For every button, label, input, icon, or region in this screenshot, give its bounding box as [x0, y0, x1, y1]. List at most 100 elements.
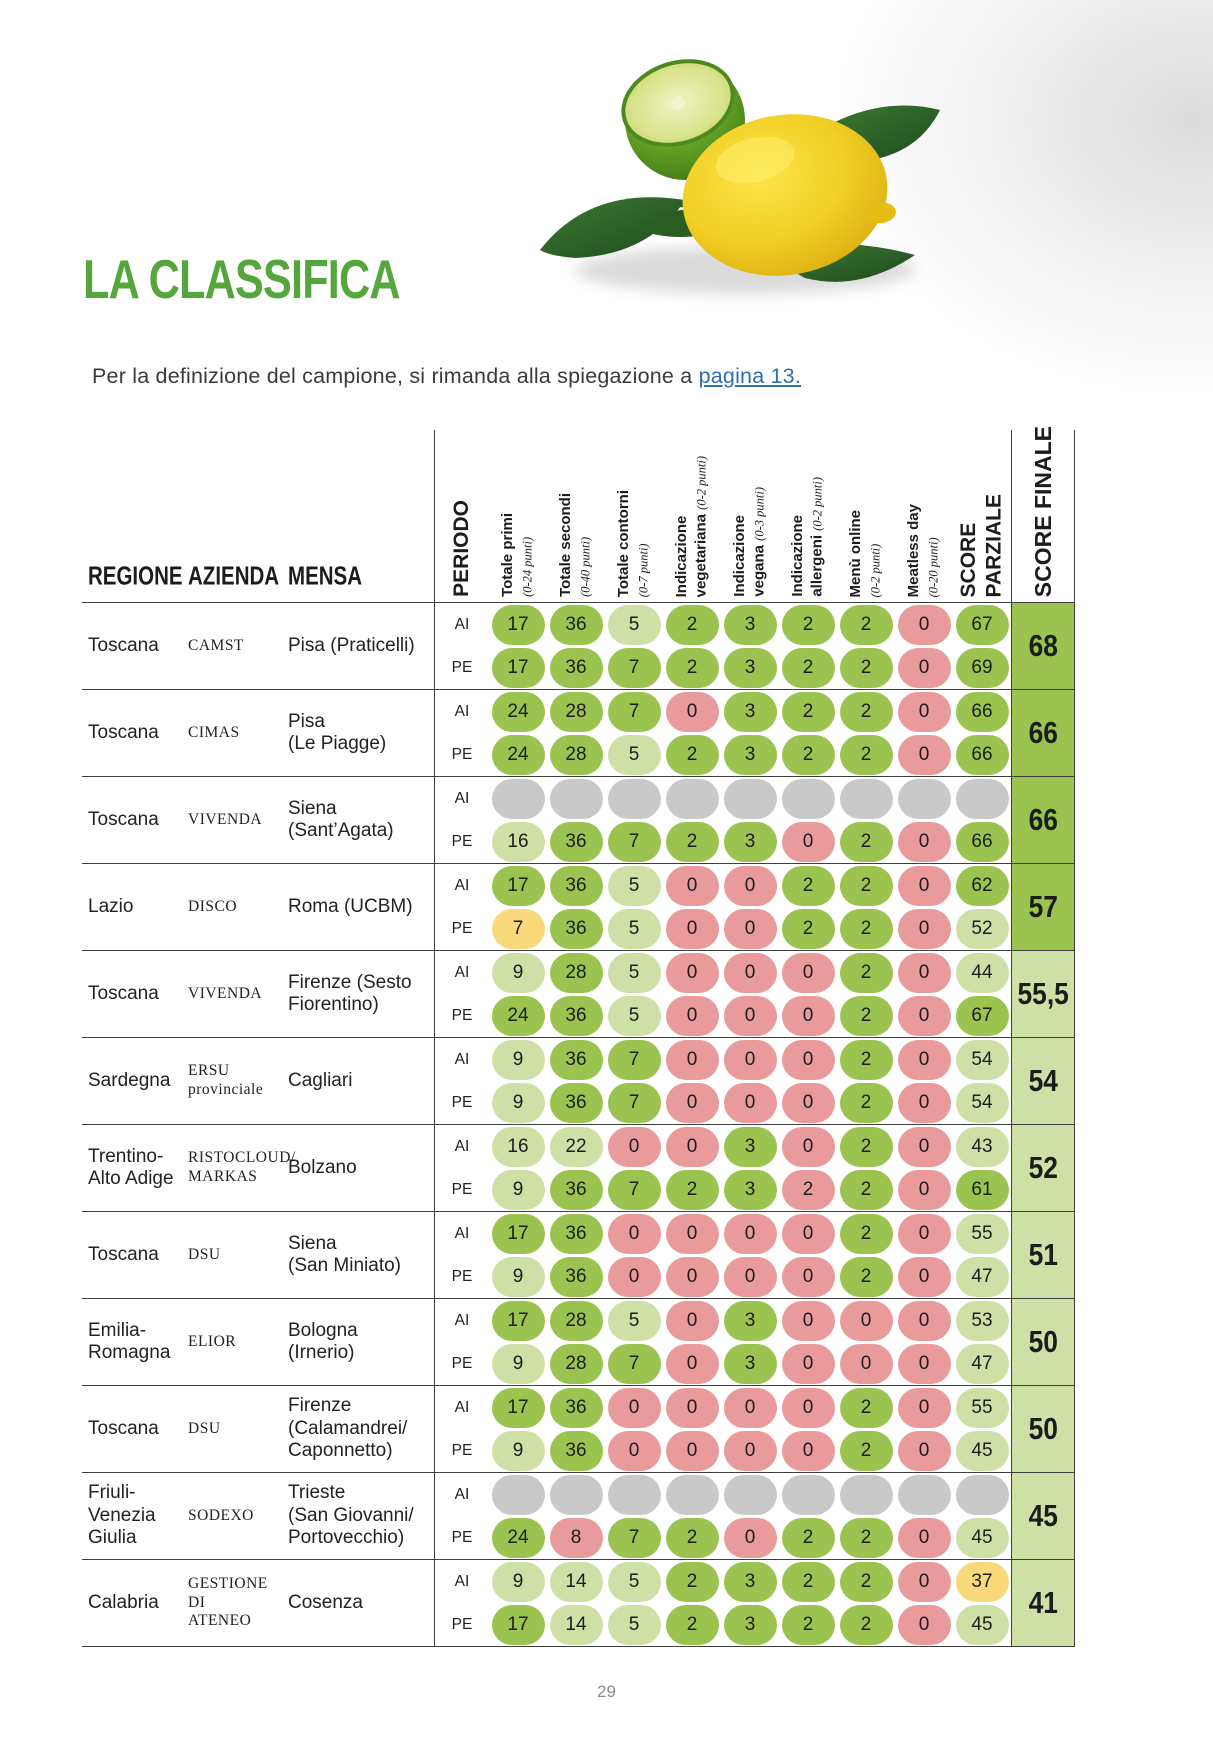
pagina-13-link[interactable]: pagina 13.	[698, 364, 802, 388]
regione-text: Calabria	[88, 1591, 159, 1613]
score-cell: 0	[895, 995, 953, 1036]
mensa-row: Toscana CAMST Pisa (Praticelli) AI PE 17 36 5 2 3…	[82, 603, 1075, 690]
score-cell	[721, 778, 779, 819]
score-cell: 0	[895, 1300, 953, 1341]
score-cell: 2	[837, 1039, 895, 1080]
azienda-text: GESTIONE DI ATENEO	[188, 1575, 268, 1630]
score-circle: 47	[955, 1343, 1009, 1384]
score-circle: 0	[665, 1343, 719, 1384]
score-cell: 2	[779, 1517, 837, 1558]
score-value: 5	[628, 874, 640, 896]
score-circle	[723, 778, 777, 819]
score-cell: 17	[489, 1387, 547, 1428]
score-cell: 2	[837, 1213, 895, 1254]
header-indicazione-allergeni-rotated: Indicazione allergeni (0-2 punti)	[788, 477, 827, 597]
score-value: 37	[971, 1570, 993, 1592]
score-cell: 2	[837, 1387, 895, 1428]
score-cell: 0	[721, 908, 779, 949]
periodo-cell: AI PE	[434, 1038, 489, 1124]
score-cell: 2	[837, 995, 895, 1036]
mensa-row: Emilia- Romagna ELIOR Bologna (Irnerio) AI P…	[82, 1299, 1075, 1386]
score-circle: 2	[665, 1561, 719, 1602]
score-circle: 24	[491, 1517, 545, 1558]
score-value: 0	[686, 1091, 698, 1113]
score-value: 66	[971, 700, 993, 722]
score-cell: 0	[721, 1387, 779, 1428]
score-value: 36	[565, 1265, 587, 1287]
score-circle: 0	[781, 1213, 835, 1254]
score-value: 2	[686, 1570, 698, 1592]
score-circle: 2	[781, 647, 835, 688]
score-cell	[489, 778, 547, 819]
score-row: 9 36 0 0 0 0 2 0 47	[489, 1255, 1011, 1298]
azienda-text: RISTOCLOUD/ MARKAS	[188, 1149, 296, 1185]
score-value: 28	[565, 1352, 587, 1374]
score-value: 2	[860, 656, 872, 678]
score-value: 36	[565, 613, 587, 635]
score-circle: 0	[665, 1126, 719, 1167]
score-row: 9 28 7 0 3 0 0 0 47	[489, 1342, 1011, 1385]
mensa-row: Trentino- Alto Adige RISTOCLOUD/ MARKAS Bo…	[82, 1125, 1075, 1212]
score-circle: 36	[549, 1082, 603, 1123]
score-value: 0	[860, 1309, 872, 1331]
azienda-cell: VIVENDA	[182, 777, 282, 863]
score-finale-cell: 66	[1011, 690, 1075, 776]
score-circle: 0	[723, 1517, 777, 1558]
score-row: 17 14 5 2 3 2 2 0 45	[489, 1603, 1011, 1646]
score-cell: 0	[779, 1082, 837, 1123]
score-finale-cell: 66	[1011, 777, 1075, 863]
score-circle: 0	[781, 1343, 835, 1384]
score-circle: 7	[607, 647, 661, 688]
score-row: 16 36 7 2 3 0 2 0 66	[489, 820, 1011, 863]
azienda-text: CIMAS	[188, 723, 240, 741]
score-circle	[781, 1474, 835, 1515]
score-cell: 7	[605, 1039, 663, 1080]
header-score-columns-inner: Totale primi (0-24 punti) Totale secondi (0…	[489, 456, 1011, 597]
score-circle: 5	[607, 1561, 661, 1602]
score-circle	[723, 1474, 777, 1515]
header-meatless-day-rotated: Meatless day (0-20 punti)	[904, 504, 943, 597]
score-cell: 0	[895, 1604, 953, 1645]
header-totale-contorni-rotated: Totale contorni (0-7 punti)	[614, 490, 653, 597]
score-value: 0	[860, 1352, 872, 1374]
score-row: 17 28 5 0 3 0 0 0 53	[489, 1299, 1011, 1342]
score-circle: 17	[491, 604, 545, 645]
score-circle: 14	[549, 1561, 603, 1602]
azienda-text: SODEXO	[188, 1506, 254, 1524]
header-line: (0-40 punti)	[576, 493, 596, 597]
header-line: Indicazione	[672, 456, 692, 597]
score-circle: 28	[549, 1300, 603, 1341]
score-circle: 2	[839, 1604, 893, 1645]
periodo-label: PE	[451, 919, 473, 937]
azienda-text: CAMST	[188, 636, 244, 654]
score-cell: 47	[953, 1256, 1011, 1297]
periodo-label: PE	[451, 1528, 473, 1546]
regione-text: Toscana	[88, 634, 159, 656]
header-score-parziale: SCORE PARZIALE	[953, 456, 1011, 597]
score-value: 2	[802, 1178, 814, 1200]
page-number: 29	[597, 1682, 616, 1701]
score-circle: 16	[491, 1126, 545, 1167]
score-cell: 2	[837, 647, 895, 688]
header-line: Totale primi	[498, 513, 518, 597]
score-circle: 0	[897, 1082, 951, 1123]
score-circle: 0	[897, 1387, 951, 1428]
score-cell: 2	[837, 1604, 895, 1645]
score-cell: 0	[895, 1561, 953, 1602]
score-circle: 0	[781, 995, 835, 1036]
score-finale-value: 51	[1028, 1237, 1058, 1272]
periodo-label: AI	[454, 1572, 470, 1590]
score-circle	[897, 1474, 951, 1515]
score-cell: 3	[721, 1169, 779, 1210]
header-range-text: (0-3 punti)	[753, 487, 767, 542]
score-cell: 37	[953, 1561, 1011, 1602]
header-line: Indicazione	[788, 477, 808, 597]
score-circle: 36	[549, 908, 603, 949]
score-value: 14	[565, 1613, 587, 1635]
mensa-row: Lazio DISCO Roma (UCBM) AI PE 17 36 5 0 0 2 2 0 62 7 36…	[82, 864, 1075, 951]
score-cell: 24	[489, 734, 547, 775]
score-circle: 2	[839, 1387, 893, 1428]
score-circle: 44	[955, 952, 1009, 993]
score-cell: 0	[779, 1343, 837, 1384]
regione-cell: Sardegna	[82, 1038, 182, 1124]
